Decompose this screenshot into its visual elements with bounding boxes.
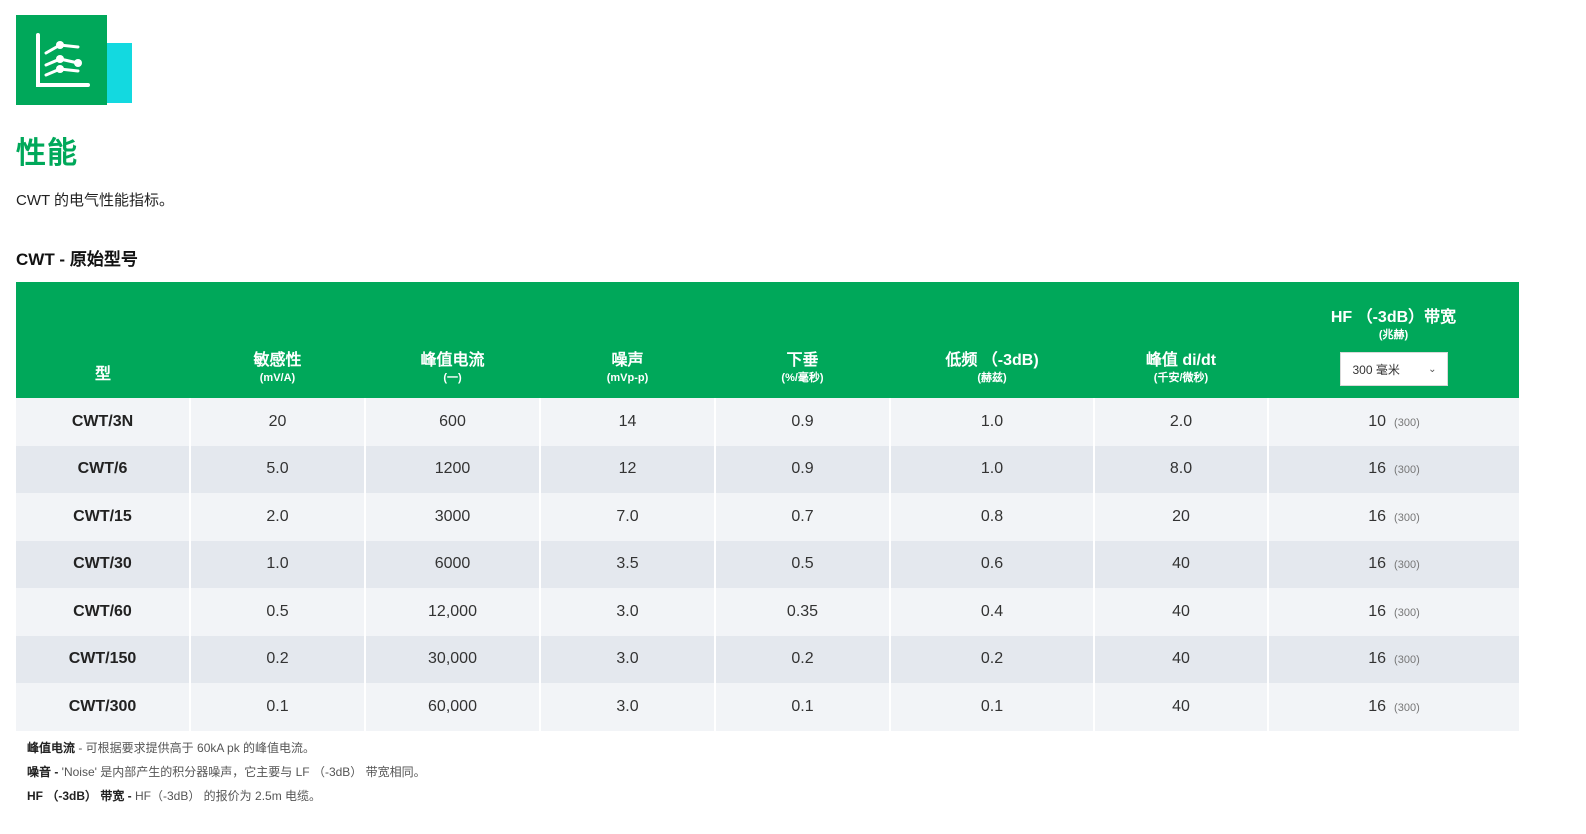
cell-droop: 0.9 [714, 445, 890, 493]
chevron-down-icon: ⌄ [1428, 363, 1437, 375]
cable-length-select[interactable]: 300 毫米 ⌄ [1339, 352, 1448, 386]
cell-droop: 0.35 [714, 588, 890, 636]
cell-droop: 0.9 [714, 398, 890, 446]
cell-peak-didt: 40 [1093, 683, 1268, 731]
hf-value: 16 [1368, 602, 1387, 620]
cell-lf: 1.0 [889, 445, 1094, 493]
header-hf: HF （-3dB）带宽 (兆赫) 300 毫米 ⌄ [1268, 282, 1519, 398]
header-noise: 噪声 (mVp-p) [540, 282, 715, 398]
cell-peak-current: 1200 [364, 445, 540, 493]
cell-hf: 10 (300) [1267, 398, 1519, 446]
cell-droop: 0.7 [714, 493, 890, 541]
cell-sensitivity: 20 [189, 398, 365, 446]
cell-noise: 3.0 [539, 683, 715, 731]
cell-hf: 16 (300) [1267, 588, 1519, 636]
cell-sensitivity: 0.1 [189, 683, 365, 731]
note-noise: 噪音 - 'Noise' 是内部产生的积分器噪声，它主要与 LF （-3dB） … [27, 765, 426, 779]
hf-sub-value: (300) [1394, 511, 1420, 524]
header-type: 型 [16, 282, 190, 398]
cell-lf: 0.6 [889, 540, 1094, 588]
cell-droop: 0.5 [714, 540, 890, 588]
note-peak-current: 峰值电流 - 可根据要求提供高于 60kA pk 的峰值电流。 [27, 741, 316, 755]
header-peak-current: 峰值电流 (一) [365, 282, 540, 398]
cell-peak-current: 3000 [364, 493, 540, 541]
cell-droop: 0.2 [714, 635, 890, 683]
cell-model: CWT/3N [16, 398, 190, 446]
cell-peak-current: 600 [364, 398, 540, 446]
section-title: CWT - 原始型号 [16, 250, 138, 269]
cell-sensitivity: 5.0 [189, 445, 365, 493]
cell-noise: 3.5 [539, 540, 715, 588]
cell-lf: 0.4 [889, 588, 1094, 636]
table-header-row: 型 敏感性 (mV/A) 峰值电流 (一) 噪声 (mVp-p) 下垂 (%/毫秒) 低… [16, 282, 1519, 398]
cell-hf: 16 (300) [1267, 683, 1519, 731]
header-lf: 低频 （-3dB) (赫兹) [890, 282, 1094, 398]
header-sensitivity: 敏感性 (mV/A) [190, 282, 365, 398]
table-row: CWT/60 0.5 12,000 3.0 0.35 0.4 40 16 (300) [16, 588, 1519, 636]
header-peak-didt: 峰值 di/dt (千安/微秒) [1094, 282, 1268, 398]
cell-sensitivity: 1.0 [189, 540, 365, 588]
table-row: CWT/30 1.0 6000 3.5 0.5 0.6 40 16 (300) [16, 540, 1519, 588]
cell-model: CWT/30 [16, 540, 190, 588]
chart-icon [16, 15, 107, 105]
cell-model: CWT/150 [16, 635, 190, 683]
hf-value: 16 [1368, 555, 1387, 573]
hf-value: 16 [1368, 460, 1387, 478]
page-subtitle: CWT 的电气性能指标。 [16, 192, 175, 209]
cell-hf: 16 (300) [1267, 635, 1519, 683]
hf-sub-value: (300) [1394, 654, 1420, 667]
cell-peak-didt: 40 [1093, 540, 1268, 588]
cell-peak-current: 12,000 [364, 588, 540, 636]
table-row: CWT/300 0.1 60,000 3.0 0.1 0.1 40 16 (300) [16, 683, 1519, 731]
hf-sub-value: (300) [1394, 701, 1420, 714]
cell-noise: 3.0 [539, 588, 715, 636]
cell-peak-didt: 2.0 [1093, 398, 1268, 446]
hf-value: 10 [1368, 412, 1387, 430]
page-title: 性能 [16, 137, 78, 170]
hf-value: 16 [1368, 507, 1387, 525]
cell-peak-didt: 40 [1093, 635, 1268, 683]
cell-peak-didt: 40 [1093, 588, 1268, 636]
footnotes: 峰值电流 - 可根据要求提供高于 60kA pk 的峰值电流。 噪音 - 'No… [27, 740, 426, 812]
cell-lf: 1.0 [889, 398, 1094, 446]
cable-length-value: 300 毫米 [1352, 362, 1400, 377]
cell-lf: 0.1 [889, 683, 1094, 731]
cell-hf: 16 (300) [1267, 445, 1519, 493]
hf-sub-value: (300) [1394, 606, 1420, 619]
cell-noise: 14 [539, 398, 715, 446]
cell-peak-current: 6000 [364, 540, 540, 588]
hf-value: 16 [1368, 650, 1387, 668]
cell-lf: 0.8 [889, 493, 1094, 541]
header-droop: 下垂 (%/毫秒) [715, 282, 890, 398]
cell-noise: 7.0 [539, 493, 715, 541]
cell-peak-didt: 8.0 [1093, 445, 1268, 493]
table-row: CWT/150 0.2 30,000 3.0 0.2 0.2 40 16 (300) [16, 635, 1519, 683]
cell-lf: 0.2 [889, 635, 1094, 683]
hf-sub-value: (300) [1394, 559, 1420, 572]
cell-peak-current: 60,000 [364, 683, 540, 731]
cell-noise: 3.0 [539, 635, 715, 683]
performance-table: 型 敏感性 (mV/A) 峰值电流 (一) 噪声 (mVp-p) 下垂 (%/毫秒) 低… [16, 282, 1519, 731]
cell-noise: 12 [539, 445, 715, 493]
cell-model: CWT/15 [16, 493, 190, 541]
cell-model: CWT/300 [16, 683, 190, 731]
note-hf: HF （-3dB） 带宽 - HF（-3dB） 的报价为 2.5m 电缆。 [27, 789, 322, 803]
cell-peak-didt: 20 [1093, 493, 1268, 541]
table-row: CWT/6 5.0 1200 12 0.9 1.0 8.0 16 (300) [16, 445, 1519, 493]
hf-sub-value: (300) [1394, 464, 1420, 477]
cell-sensitivity: 2.0 [189, 493, 365, 541]
cell-model: CWT/60 [16, 588, 190, 636]
cell-sensitivity: 0.5 [189, 588, 365, 636]
cell-peak-current: 30,000 [364, 635, 540, 683]
cell-model: CWT/6 [16, 445, 190, 493]
cell-droop: 0.1 [714, 683, 890, 731]
cell-hf: 16 (300) [1267, 493, 1519, 541]
hf-value: 16 [1368, 697, 1387, 715]
logo [16, 15, 132, 105]
cell-sensitivity: 0.2 [189, 635, 365, 683]
table-row: CWT/3N 20 600 14 0.9 1.0 2.0 10 (300) [16, 398, 1519, 446]
table-row: CWT/15 2.0 3000 7.0 0.7 0.8 20 16 (300) [16, 493, 1519, 541]
hf-sub-value: (300) [1394, 416, 1420, 429]
cell-hf: 16 (300) [1267, 540, 1519, 588]
